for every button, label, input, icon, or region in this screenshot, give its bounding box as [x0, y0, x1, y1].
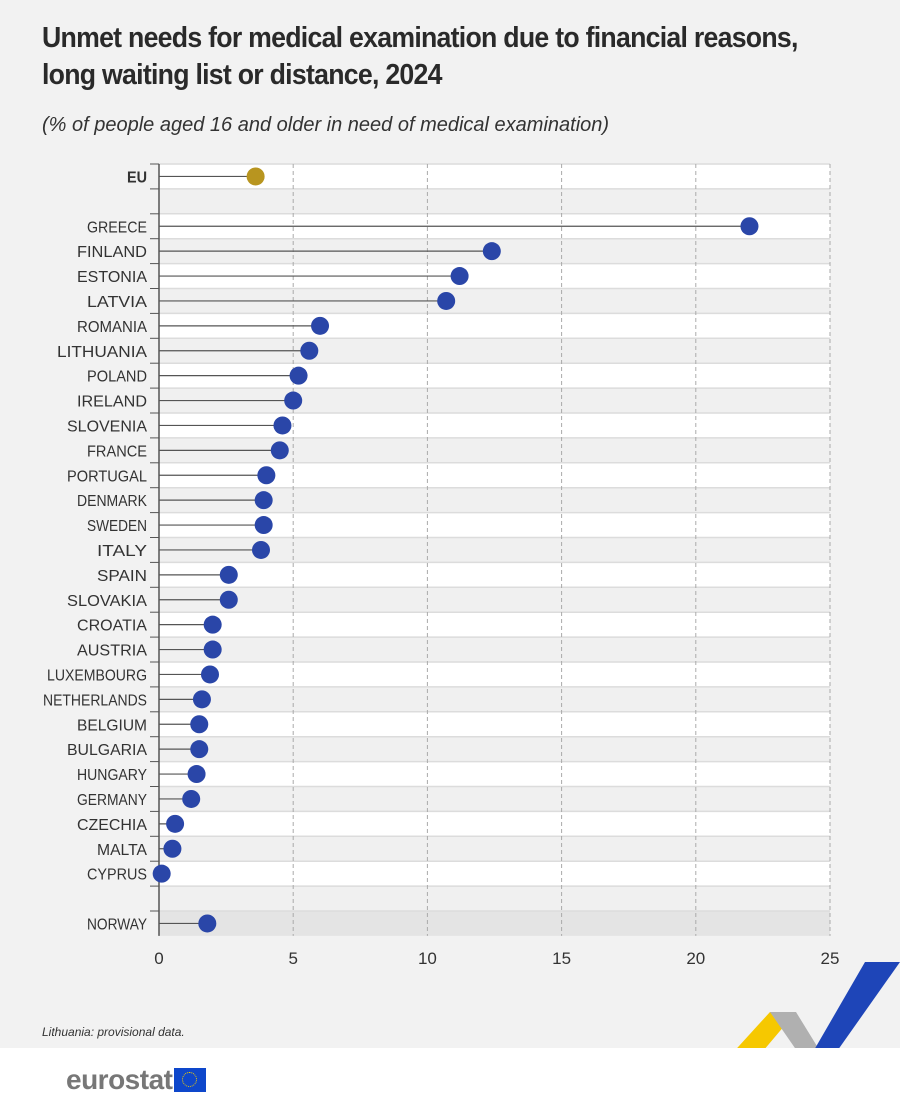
- x-tick-label: 25: [821, 949, 840, 968]
- row-band: [159, 761, 830, 787]
- lollipop-chart: 0 5 10 15 20 25 EU GREECE FINLAND ESTONIA LATVIA RO…: [43, 163, 840, 968]
- category-label: SPAIN: [97, 568, 147, 585]
- eu-flag-icon: [174, 1068, 207, 1092]
- category-label: EU: [127, 169, 147, 186]
- category-label: SLOVAKIA: [67, 593, 147, 610]
- point-estonia: [450, 267, 469, 286]
- category-label: IRELAND: [77, 394, 147, 411]
- point-hungary: [187, 765, 206, 784]
- row-band: [159, 911, 830, 936]
- row-band: [159, 736, 830, 762]
- chart-title: Unmet needs for medical examination due …: [42, 22, 798, 91]
- x-tick-label: 15: [552, 949, 571, 968]
- point-austria: [203, 640, 222, 659]
- point-romania: [311, 316, 330, 335]
- category-label: GREECE: [87, 219, 147, 236]
- point-denmark: [254, 491, 273, 510]
- row-band: [159, 886, 830, 911]
- point-slovakia: [219, 590, 238, 609]
- row-band: [159, 662, 830, 687]
- point-poland: [289, 366, 308, 385]
- category-label: FINLAND: [77, 244, 147, 261]
- category-label: GERMANY: [77, 792, 147, 809]
- point-lithuania: [300, 341, 319, 360]
- point-czechia: [166, 814, 185, 833]
- category-label: ROMANIA: [77, 319, 147, 336]
- category-label: PORTUGAL: [67, 468, 147, 485]
- x-tick-label: 20: [686, 949, 705, 968]
- row-band: [159, 188, 830, 214]
- point-sweden: [254, 516, 273, 535]
- category-label: AUSTRIA: [77, 643, 147, 660]
- point-finland: [482, 242, 501, 261]
- row-band: [159, 637, 830, 662]
- category-label: LITHUANIA: [57, 344, 147, 361]
- category-label: BELGIUM: [77, 717, 147, 734]
- footer: [0, 1048, 900, 1102]
- eurostat-logo: eurostat: [66, 1064, 207, 1096]
- point-france: [270, 441, 289, 460]
- category-label: POLAND: [87, 369, 147, 386]
- point-germany: [182, 789, 201, 808]
- x-tick-label: 5: [288, 949, 297, 968]
- point-malta: [163, 839, 182, 858]
- point-luxembourg: [200, 665, 219, 684]
- point-slovenia: [273, 416, 292, 435]
- category-label: CROATIA: [77, 618, 147, 635]
- category-label: NORWAY: [87, 916, 147, 933]
- x-tick-label: 0: [154, 949, 163, 968]
- row-band: [159, 612, 830, 638]
- point-greece: [740, 217, 759, 236]
- category-label: LUXEMBOURG: [47, 667, 147, 684]
- category-label: ESTONIA: [77, 269, 147, 286]
- category-label: BULGARIA: [67, 742, 147, 759]
- category-label: FRANCE: [87, 443, 147, 460]
- point-bulgaria: [190, 740, 209, 759]
- category-label: MALTA: [97, 842, 147, 859]
- point-italy: [251, 540, 270, 559]
- row-band: [159, 164, 830, 189]
- category-label: CZECHIA: [77, 817, 147, 834]
- point-netherlands: [192, 690, 211, 709]
- category-label: NETHERLANDS: [43, 692, 147, 709]
- x-tick-label: 10: [418, 949, 437, 968]
- chart-subtitle: (% of people aged 16 and older in need o…: [42, 114, 610, 136]
- footnote: Lithuania: provisional data.: [42, 1025, 185, 1039]
- category-label: DENMARK: [77, 493, 147, 510]
- category-label: ITALY: [97, 543, 147, 560]
- row-band: [159, 537, 830, 563]
- row-band: [159, 562, 830, 588]
- category-label: SLOVENIA: [67, 418, 147, 435]
- category-label: LATVIA: [87, 294, 147, 311]
- row-band: [159, 836, 830, 862]
- row-band: [159, 786, 830, 812]
- point-eu: [246, 167, 265, 186]
- point-croatia: [203, 615, 222, 634]
- category-label: SWEDEN: [87, 518, 147, 535]
- point-norway: [198, 914, 217, 933]
- row-band: [159, 711, 830, 737]
- row-band: [159, 587, 830, 613]
- point-ireland: [284, 391, 303, 410]
- row-band: [159, 811, 830, 837]
- category-label: CYPRUS: [87, 867, 147, 884]
- row-band: [159, 861, 830, 887]
- point-latvia: [437, 291, 456, 310]
- point-belgium: [190, 715, 209, 734]
- point-spain: [219, 565, 238, 584]
- point-cyprus: [152, 864, 171, 883]
- row-band: [159, 686, 830, 712]
- point-portugal: [257, 466, 276, 485]
- category-label: HUNGARY: [77, 767, 147, 784]
